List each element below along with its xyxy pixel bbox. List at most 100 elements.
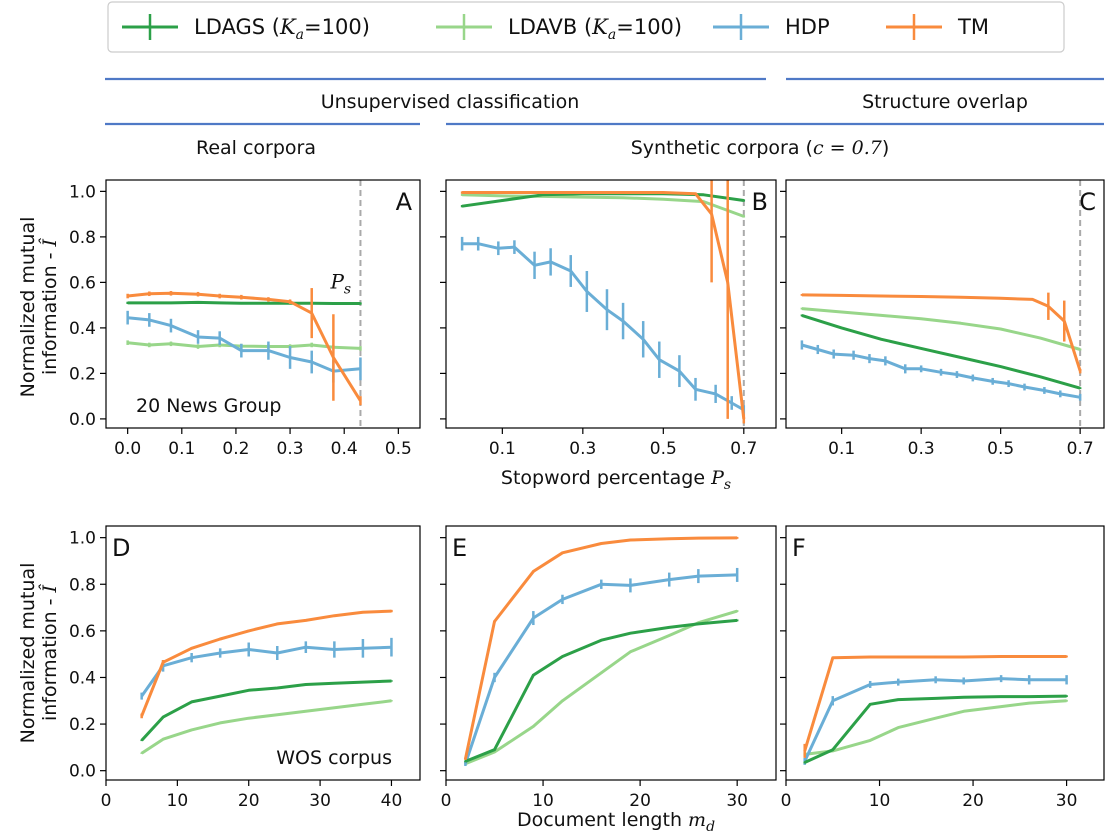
series-hdp [800, 340, 1082, 401]
ytick-label: 0.4 [69, 319, 96, 339]
series-line [804, 699, 1067, 756]
legend-suffix: =100) [304, 15, 370, 39]
series-line [463, 573, 738, 765]
ylabel-bottom-line2: information - Î [38, 583, 61, 721]
plot-area [800, 292, 1082, 401]
legend-sym: K [279, 15, 297, 39]
header-unsupervised: Unsupervised classification [321, 91, 580, 113]
series-tm [463, 536, 739, 760]
axes-frame [445, 179, 777, 429]
xtick-label: 0.3 [277, 439, 304, 459]
ytick-label: 0.2 [69, 364, 96, 384]
xtick-label: 0.1 [489, 439, 516, 459]
xlabel-top-sub: s [724, 477, 731, 493]
ytick-label: 0.6 [69, 622, 96, 642]
series-hdp [460, 236, 746, 415]
xtick-label: 10 [532, 791, 554, 811]
ps-sym: P [329, 269, 344, 293]
panel-letter: F [792, 534, 806, 562]
legend-label-tm: TM [957, 15, 989, 39]
xtick-label: 0.7 [1067, 439, 1094, 459]
xtick-label: 20 [962, 791, 984, 811]
legend-name: TM [957, 15, 989, 39]
plot-area [460, 180, 746, 424]
panel-a: 0.0 0.2 0.4 0.6 0.8 1.0 0.0 0.1 0.2 0.3 0.4 0.5 A 20 … [69, 179, 421, 459]
xtick-label: 0 [781, 791, 792, 811]
series-line [127, 300, 361, 305]
series-hdp [803, 675, 1068, 765]
series-ldavb [803, 699, 1068, 756]
ps-sub: s [344, 281, 351, 297]
xtick-label: 0.4 [331, 439, 358, 459]
section-headers: Unsupervised classification Structure ov… [105, 77, 1104, 159]
xtick-label: 0.5 [385, 439, 412, 459]
ylabel-bottom-sym: Î [38, 583, 61, 593]
panel-c: 0.1 0.3 0.5 0.7 C [780, 179, 1105, 459]
ytick-label: 0.8 [69, 575, 96, 595]
plot-area [463, 536, 739, 767]
corpus-annotation: 20 News Group [136, 395, 281, 417]
xtick-label: 0.3 [569, 439, 596, 459]
series-line [801, 313, 1081, 390]
xlabel-bottom: Document length md [517, 809, 715, 835]
legend-sym-sub: a [296, 27, 304, 43]
series-line [801, 307, 1081, 351]
series-tm [460, 180, 746, 424]
series-line [464, 618, 738, 763]
axes-frame [445, 525, 777, 781]
panel-e: 0 10 20 30 E [440, 525, 777, 811]
header-synthetic-pre: Synthetic corpora ( [631, 137, 813, 159]
series-line [462, 193, 745, 218]
series-line [462, 191, 746, 420]
ylabel-bottom-line1: Normalized mutual [17, 563, 39, 744]
axes-frame [785, 179, 1105, 429]
panel-d: 0.0 0.2 0.4 0.6 0.8 1.0 0 10 20 30 40 D WOS corpus [69, 525, 421, 811]
series-line [140, 645, 392, 697]
corpus-annotation: WOS corpus [276, 747, 392, 769]
series-tm [126, 288, 362, 406]
ytick-label: 0.8 [69, 228, 96, 248]
ylabel-top-line1: Normalized mutual [17, 217, 39, 398]
xtick-label: 0 [101, 791, 112, 811]
series-ldags [126, 300, 362, 305]
xtick-label: 0.0 [114, 439, 141, 459]
ytick-label: 0.0 [69, 410, 96, 430]
legend-suffix: =100) [616, 15, 682, 39]
series-ldavb [800, 307, 1082, 351]
series-hdp [463, 567, 739, 767]
xtick-label: 30 [726, 791, 748, 811]
header-synthetic: Synthetic corpora (c = 0.7) [631, 137, 890, 159]
panel-b: 0.1 0.3 0.5 0.7 B [440, 179, 777, 459]
xtick-label: 0.2 [222, 439, 249, 459]
xtick-label: 30 [309, 791, 331, 811]
series-line [804, 694, 1067, 764]
panels: 0.0 0.2 0.4 0.6 0.8 1.0 0.0 0.1 0.2 0.3 0.4 0.5 A 20 … [69, 179, 1105, 811]
xtick-label: 0 [441, 791, 452, 811]
xtick-label: 0.1 [828, 439, 855, 459]
series-ldags [800, 313, 1082, 390]
xlabel-bottom-text: Document length [517, 809, 688, 831]
xtick-label: 0.5 [650, 439, 677, 459]
xtick-label: 30 [1056, 791, 1078, 811]
panel-letter: A [396, 188, 413, 216]
series-tm [800, 292, 1082, 374]
panel-letter: C [1079, 188, 1096, 216]
series-tm [803, 655, 1068, 758]
ytick-label: 0.4 [69, 668, 96, 688]
ylabel-bottom-text: information - [39, 592, 61, 721]
series-ldags [803, 694, 1068, 764]
xtick-label: 20 [238, 791, 260, 811]
xtick-label: 0.5 [987, 439, 1014, 459]
panel-letter: B [752, 188, 768, 216]
axes-frame [105, 525, 421, 781]
series-line [462, 242, 745, 412]
ylabel-top-text: information - [39, 246, 61, 375]
xtick-label: 0.1 [168, 439, 195, 459]
xtick-label: 0.7 [730, 439, 757, 459]
ytick-label: 0.0 [69, 762, 96, 782]
panel-letter: D [112, 534, 130, 562]
xlabel-bottom-sub: d [706, 819, 715, 835]
legend-name: HDP [785, 15, 830, 39]
xtick-label: 20 [629, 791, 651, 811]
